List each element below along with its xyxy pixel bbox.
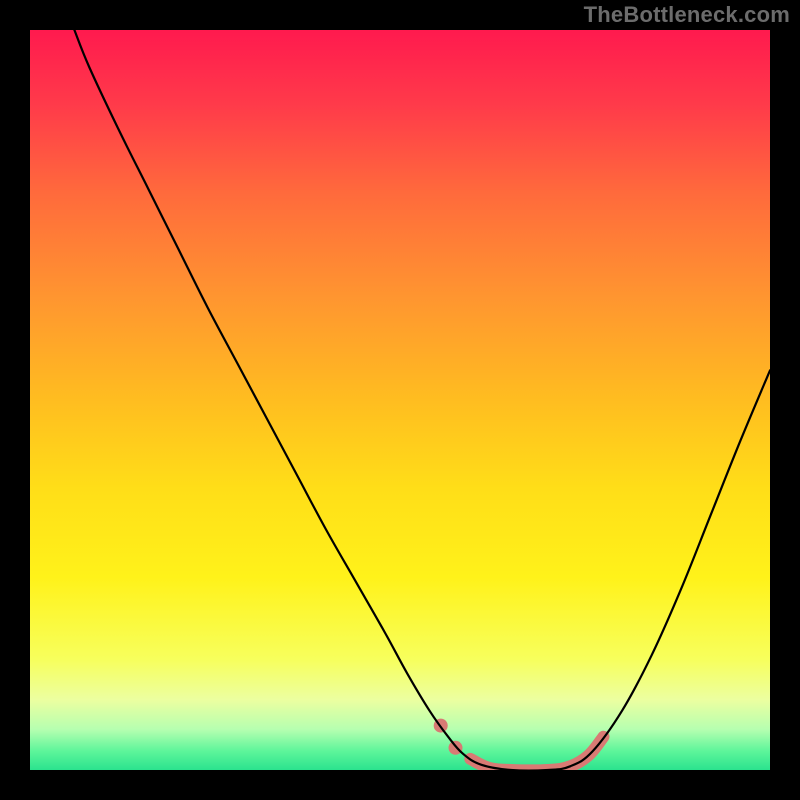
watermark-text: TheBottleneck.com <box>584 2 790 28</box>
plot-svg <box>30 30 770 770</box>
plot-area <box>30 30 770 770</box>
chart-stage: TheBottleneck.com <box>0 0 800 800</box>
